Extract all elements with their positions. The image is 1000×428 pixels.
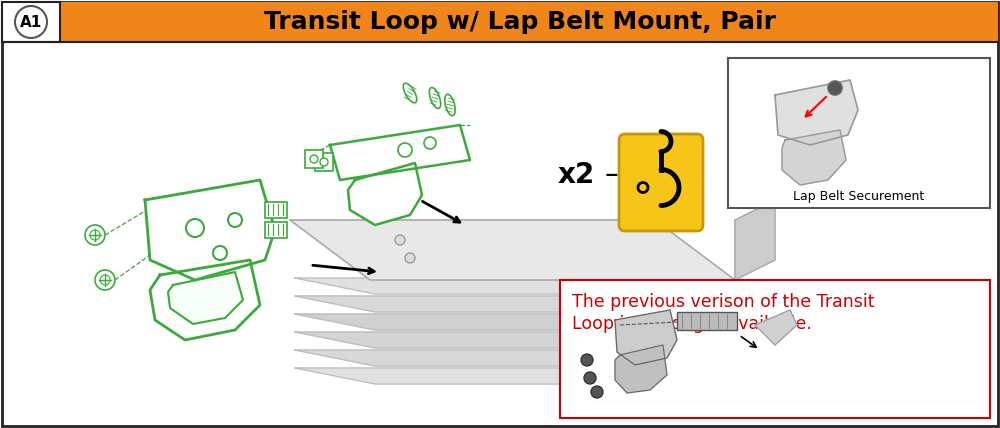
Circle shape: [828, 81, 842, 95]
Bar: [265, 202, 287, 218]
Circle shape: [398, 143, 412, 157]
Circle shape: [320, 158, 328, 166]
Polygon shape: [615, 310, 677, 365]
Text: A1: A1: [20, 15, 42, 30]
Bar: [677, 312, 737, 330]
FancyBboxPatch shape: [619, 134, 703, 231]
Polygon shape: [348, 163, 422, 225]
Polygon shape: [782, 130, 846, 185]
Circle shape: [638, 182, 648, 193]
Circle shape: [95, 270, 115, 290]
Polygon shape: [775, 80, 858, 145]
Ellipse shape: [429, 88, 441, 108]
Circle shape: [405, 253, 415, 263]
Circle shape: [584, 372, 596, 384]
Text: The previous verison of the Transit: The previous verison of the Transit: [572, 293, 874, 311]
Circle shape: [90, 230, 100, 240]
Polygon shape: [755, 310, 797, 345]
Polygon shape: [295, 314, 732, 330]
Circle shape: [395, 235, 405, 245]
Ellipse shape: [403, 83, 417, 103]
Polygon shape: [295, 368, 732, 384]
Text: Transit Loop w/ Lap Belt Mount, Pair: Transit Loop w/ Lap Belt Mount, Pair: [264, 10, 776, 34]
Polygon shape: [295, 332, 732, 348]
Ellipse shape: [445, 94, 455, 116]
Circle shape: [213, 246, 227, 260]
Text: Loop is no longer available.: Loop is no longer available.: [572, 315, 812, 333]
Polygon shape: [615, 345, 667, 393]
Polygon shape: [145, 180, 275, 280]
Circle shape: [591, 386, 603, 398]
Bar: [728, 58, 990, 208]
Polygon shape: [168, 272, 243, 324]
Polygon shape: [330, 125, 470, 180]
Circle shape: [424, 137, 436, 149]
Polygon shape: [295, 350, 732, 366]
Circle shape: [85, 225, 105, 245]
Bar: [2, 2, 998, 42]
Circle shape: [15, 6, 47, 38]
Text: Lap Belt Securement: Lap Belt Securement: [793, 190, 925, 202]
Polygon shape: [295, 296, 732, 312]
Bar: [560, 280, 990, 418]
Polygon shape: [290, 220, 735, 280]
Bar: [305, 150, 323, 168]
Circle shape: [310, 155, 318, 163]
Circle shape: [186, 219, 204, 237]
Circle shape: [581, 354, 593, 366]
Polygon shape: [295, 278, 732, 294]
Circle shape: [100, 275, 110, 285]
Circle shape: [228, 213, 242, 227]
Polygon shape: [735, 200, 775, 280]
Text: x2: x2: [558, 161, 595, 189]
Bar: [2, 2, 60, 42]
Bar: [315, 153, 333, 171]
Polygon shape: [150, 260, 260, 340]
Text: –: –: [605, 161, 619, 189]
Bar: [265, 222, 287, 238]
